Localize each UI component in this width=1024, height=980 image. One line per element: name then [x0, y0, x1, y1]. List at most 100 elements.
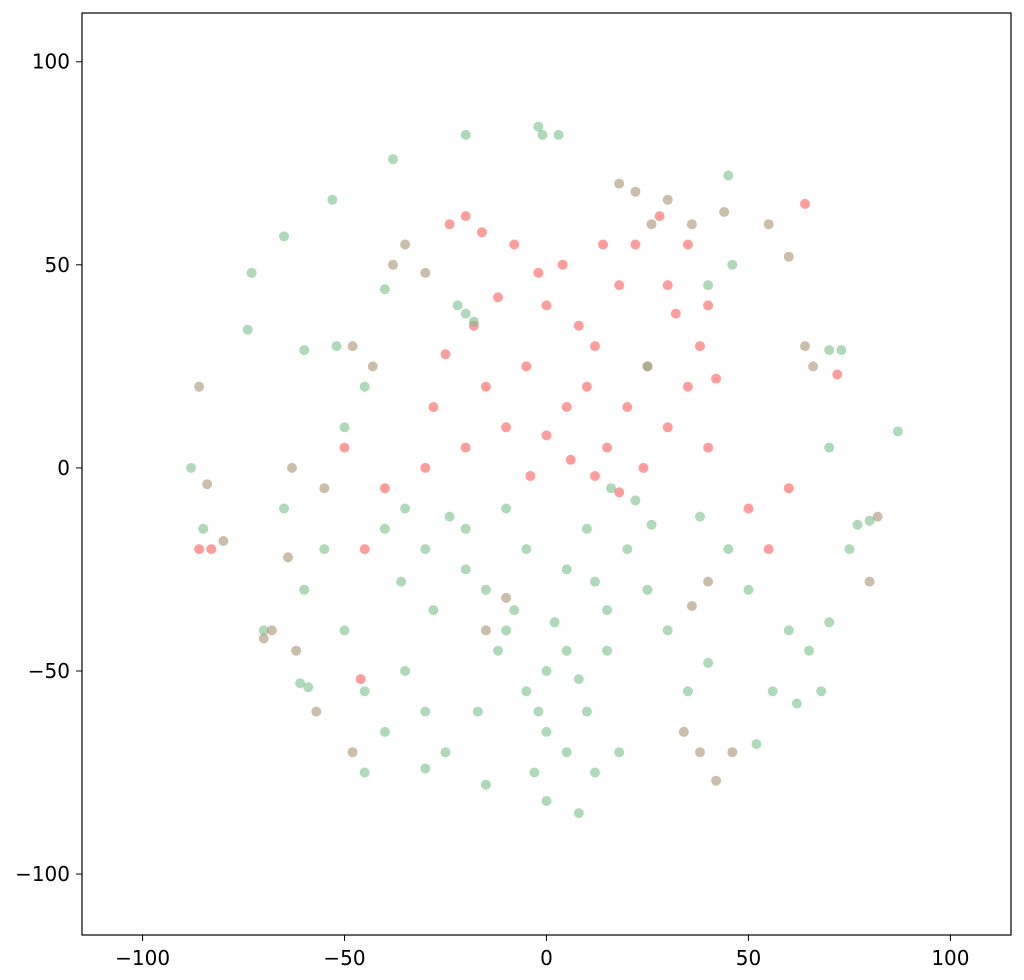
x-tick-label: 0 [540, 946, 553, 970]
x-tick-label: −100 [115, 946, 170, 970]
scatter-point [622, 544, 633, 555]
scatter-point [808, 361, 819, 372]
scatter-point [218, 536, 229, 546]
scatter-point [703, 300, 714, 311]
points-layer [186, 121, 903, 819]
scatter-point [460, 211, 471, 222]
scatter-point [533, 267, 544, 278]
scatter-point [630, 495, 641, 506]
scatter-point [396, 576, 407, 587]
scatter-point [206, 544, 217, 555]
scatter-point [452, 300, 463, 311]
scatter-point [630, 186, 641, 197]
scatter-point [561, 645, 572, 656]
scatter-point [541, 300, 552, 311]
y-axis: −100 −50 0 50 100 [15, 50, 82, 886]
scatter-point [202, 479, 213, 490]
scatter-point [791, 698, 802, 709]
scatter-point [501, 625, 512, 636]
scatter-point [359, 544, 370, 555]
scatter-point [852, 519, 863, 530]
scatter-point [662, 422, 673, 433]
scatter-point [327, 194, 338, 205]
scatter-point [614, 280, 625, 291]
scatter-point [400, 666, 411, 676]
scatter-point [602, 645, 613, 656]
scatter-point [359, 381, 370, 392]
scatter-point [565, 454, 576, 465]
scatter-point [751, 739, 762, 750]
scatter-point [864, 515, 875, 526]
scatter-point [246, 267, 257, 278]
scatter-point [493, 292, 503, 303]
y-tick-label: 100 [32, 50, 70, 74]
scatter-point [194, 544, 205, 555]
scatter-point [529, 767, 540, 778]
scatter-point [428, 402, 439, 412]
scatter-point [670, 308, 681, 319]
scatter-point [440, 747, 451, 758]
scatter-point [541, 666, 552, 676]
scatter-point [743, 503, 754, 514]
scatter-point [460, 442, 471, 453]
scatter-point [557, 259, 568, 270]
scatter-point [444, 511, 455, 522]
scatter-point [355, 674, 366, 685]
scatter-point [703, 280, 714, 291]
scatter-point [561, 564, 572, 575]
scatter-point [541, 726, 552, 737]
scatter-point [678, 726, 689, 737]
scatter-point [480, 381, 491, 392]
scatter-point [444, 219, 455, 230]
scatter-point [359, 767, 370, 778]
scatter-point [573, 320, 584, 331]
scatter-point [480, 625, 491, 636]
scatter-point [832, 369, 843, 380]
scatter-point [800, 341, 810, 352]
scatter-point [331, 341, 342, 352]
scatter-point [836, 345, 847, 356]
scatter-point [727, 747, 738, 758]
scatter-point [662, 625, 673, 636]
scatter-point [291, 645, 302, 656]
scatter-point [400, 239, 411, 250]
scatter-point [468, 316, 479, 327]
scatter-point [283, 552, 293, 563]
scatter-point [695, 747, 705, 758]
scatter-point [339, 442, 350, 453]
scatter-point [521, 686, 532, 697]
scatter-point [638, 462, 649, 473]
scatter-point [590, 767, 600, 778]
scatter-point [541, 430, 552, 441]
scatter-point [388, 259, 398, 270]
scatter-point [299, 584, 310, 595]
scatter-point [646, 219, 657, 230]
scatter-point [816, 686, 827, 697]
x-axis: −100 −50 0 50 100 [115, 935, 970, 970]
scatter-point [367, 361, 378, 372]
scatter-point [654, 211, 665, 222]
scatter-point [537, 129, 548, 140]
scatter-point [460, 564, 471, 575]
scatter-point [501, 592, 512, 603]
scatter-point [662, 194, 673, 205]
scatter-point [266, 625, 277, 636]
scatter-point [359, 686, 370, 697]
scatter-point [573, 808, 584, 819]
scatter-point [194, 381, 205, 392]
scatter-point [711, 775, 722, 786]
scatter-point [501, 422, 512, 433]
x-tick-label: 100 [931, 946, 969, 970]
scatter-point [440, 349, 451, 360]
scatter-point [311, 706, 322, 717]
scatter-point [606, 483, 617, 494]
scatter-point [420, 763, 431, 774]
scatter-point [783, 625, 794, 636]
scatter-point [319, 544, 330, 555]
scatter-point [198, 523, 209, 534]
scatter-point [630, 239, 641, 250]
scatter-point [590, 576, 600, 587]
scatter-point [662, 280, 673, 291]
scatter-point [480, 779, 491, 790]
